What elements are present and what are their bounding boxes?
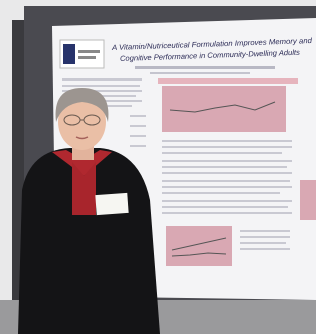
logo-text: [78, 56, 96, 59]
chart-header: [158, 78, 298, 84]
name-badge: [95, 193, 128, 215]
chart-panel: [162, 86, 286, 132]
photo: A Vitamin/Nutriceutical Formulation Impr…: [0, 0, 316, 334]
chart-panel: [300, 180, 316, 220]
logo-text: [78, 50, 100, 53]
authors: [135, 66, 275, 69]
chart-panel: [166, 226, 232, 266]
logo-mark: [63, 44, 75, 64]
authors: [150, 72, 250, 74]
